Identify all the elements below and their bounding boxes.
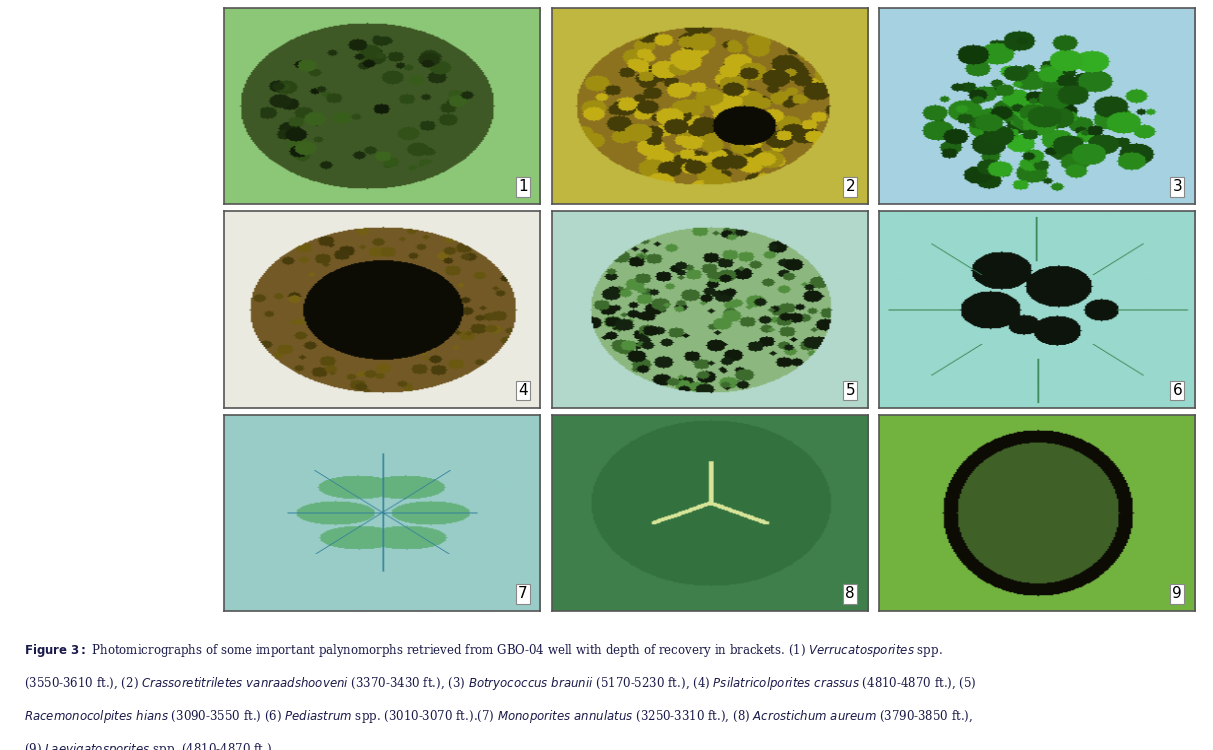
Text: 3: 3 [1173,179,1183,194]
Text: 5: 5 [845,382,855,398]
Text: $\it{Racemonocolpites\ hians}$ (3090-3550 ft.) (6) $\it{Pediastrum}$ spp. (3010-: $\it{Racemonocolpites\ hians}$ (3090-355… [24,708,973,725]
Text: (9) $\it{Laevigatosporites}$ spp. (4810-4870 ft.): (9) $\it{Laevigatosporites}$ spp. (4810-… [24,741,272,750]
Text: 4: 4 [518,382,528,398]
Text: $\bf{Figure\ 3:}$ Photomicrographs of some important palynomorphs retrieved from: $\bf{Figure\ 3:}$ Photomicrographs of so… [24,642,943,659]
Text: (3550-3610 ft.), (2) $\it{Crassoretitriletes\ vanraadshooveni}$ (3370-3430 ft.),: (3550-3610 ft.), (2) $\it{Crassoretitril… [24,675,976,692]
Text: 7: 7 [518,586,528,602]
Text: 9: 9 [1173,586,1183,602]
Text: 2: 2 [845,179,855,194]
Text: 6: 6 [1173,382,1183,398]
Text: 8: 8 [845,586,855,602]
Text: 1: 1 [518,179,528,194]
